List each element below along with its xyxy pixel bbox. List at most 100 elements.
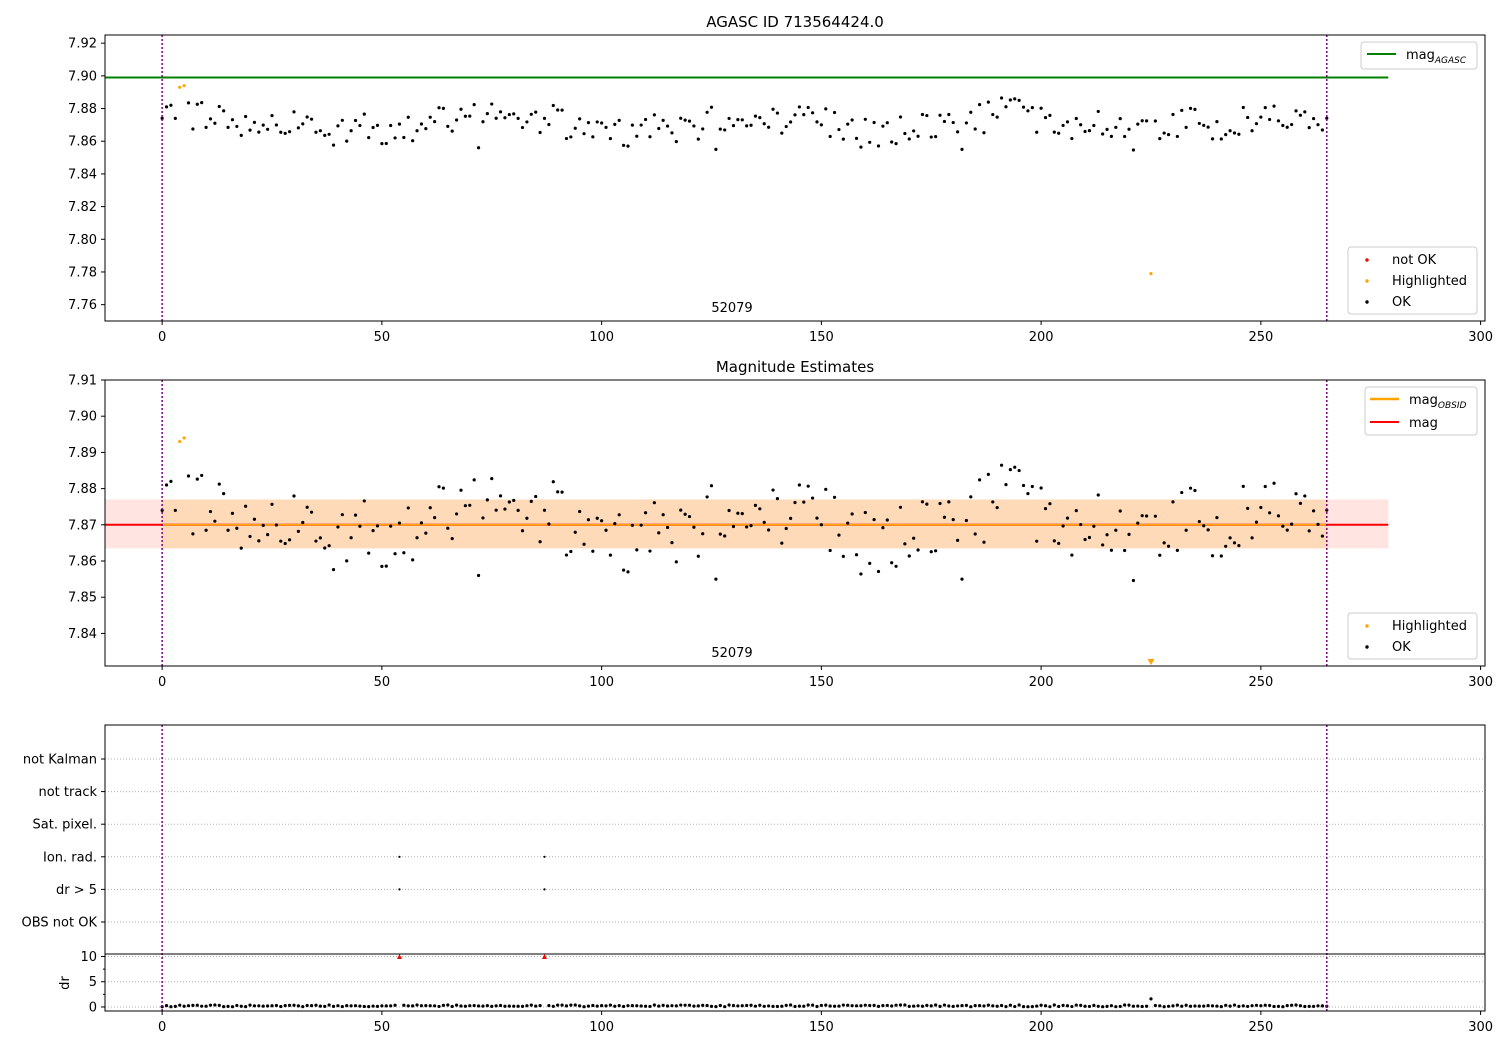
dr-point — [758, 1003, 762, 1007]
dr-point — [1197, 1004, 1201, 1008]
ok-point — [244, 114, 248, 119]
ok-point — [1162, 131, 1166, 135]
dr-point — [802, 1004, 806, 1008]
ok-point — [309, 117, 314, 121]
flag-row-label: OBS not OK — [22, 916, 98, 931]
dr-point — [591, 1003, 595, 1008]
dr-point — [832, 1004, 837, 1008]
ok-point — [564, 553, 569, 557]
ok-point — [1307, 126, 1311, 130]
dr-point — [1061, 1003, 1065, 1008]
dr-point — [1259, 1004, 1263, 1008]
dr-point — [1215, 1004, 1219, 1008]
dr-point — [336, 1004, 340, 1008]
ok-point — [934, 135, 938, 139]
ok-point — [1281, 123, 1285, 128]
ok-point — [411, 139, 415, 143]
dr-point — [1224, 1003, 1228, 1007]
ok-point — [1017, 468, 1021, 473]
ok-point — [459, 488, 463, 492]
ok-point — [1193, 488, 1197, 493]
ok-point — [529, 112, 533, 116]
ok-point — [1206, 528, 1210, 532]
ok-point — [1166, 544, 1171, 548]
dr-point — [1219, 1005, 1223, 1009]
dr-point — [1092, 1003, 1096, 1007]
ok-point — [1311, 116, 1316, 121]
ok-point — [1105, 127, 1109, 131]
ok-point — [173, 508, 177, 512]
dr-point — [1070, 1004, 1074, 1009]
ok-point — [512, 112, 516, 116]
ok-point — [1175, 548, 1179, 552]
ok-point — [454, 118, 459, 122]
ok-point — [1171, 112, 1175, 117]
dr-point — [468, 1004, 472, 1008]
dr-point — [217, 1003, 221, 1007]
dr-point — [248, 1003, 252, 1007]
flag-point — [398, 888, 401, 891]
dr-point — [784, 1003, 788, 1007]
ok-point — [516, 116, 520, 120]
y-tick-label: 7.92 — [68, 37, 97, 52]
dr-point — [441, 1003, 446, 1007]
ok-point — [1237, 132, 1241, 136]
ok-point — [942, 119, 947, 124]
ok-point — [1202, 123, 1206, 127]
ok-point — [674, 139, 678, 144]
flag-row-label: not track — [38, 785, 97, 800]
dr-point — [1096, 1004, 1100, 1008]
ok-point — [450, 129, 454, 133]
ok-point — [1136, 122, 1140, 126]
ok-point — [661, 513, 665, 517]
flag-row-label: dr > 5 — [56, 883, 97, 898]
ok-point — [885, 121, 889, 125]
ok-point — [1237, 544, 1241, 548]
ok-point — [850, 512, 854, 516]
ok-point — [753, 114, 758, 118]
dr-point — [520, 1004, 525, 1008]
ok-point — [358, 524, 362, 528]
dr-point — [806, 1003, 810, 1007]
ok-point — [643, 511, 648, 515]
ok-point — [349, 129, 353, 133]
dr-point — [419, 1004, 424, 1008]
ok-point — [1039, 106, 1043, 110]
ok-point — [1123, 134, 1127, 139]
dr-point — [995, 1004, 999, 1008]
ok-point — [226, 125, 230, 129]
ok-point — [696, 137, 700, 141]
dr-tick-label: 0 — [89, 1000, 97, 1015]
ok-point — [758, 507, 762, 511]
ok-point — [213, 121, 217, 125]
ok-point — [402, 551, 406, 555]
dr-point — [1114, 1005, 1118, 1009]
ok-point — [1246, 506, 1250, 510]
ok-point — [749, 123, 753, 127]
ok-point — [327, 132, 331, 136]
ok-point — [670, 131, 674, 135]
dr-point — [498, 1003, 503, 1008]
ok-point — [802, 113, 806, 117]
ok-point — [1013, 465, 1017, 469]
dr-point — [714, 1005, 718, 1009]
dr-point — [1202, 1004, 1206, 1008]
dr-point — [1250, 1004, 1254, 1008]
ok-point — [938, 113, 942, 117]
dr-point — [314, 1003, 318, 1007]
ok-point — [977, 103, 982, 107]
y-tick-label: 7.87 — [68, 518, 97, 533]
ok-point — [793, 113, 797, 117]
dr-point — [1272, 1004, 1276, 1009]
ok-point — [1052, 130, 1056, 134]
ok-point — [934, 549, 938, 553]
panel-flags: not Kalman not track Sat. pixel. Ion. rad. d… — [22, 724, 1493, 1035]
dr-point — [1281, 1005, 1285, 1009]
ok-point — [1083, 129, 1087, 134]
ok-point — [428, 115, 432, 119]
dr-point — [1307, 1004, 1311, 1008]
ok-point — [626, 144, 630, 148]
dr-point — [1316, 1004, 1320, 1008]
ok-point — [1043, 115, 1048, 120]
dr-point — [696, 1004, 700, 1008]
